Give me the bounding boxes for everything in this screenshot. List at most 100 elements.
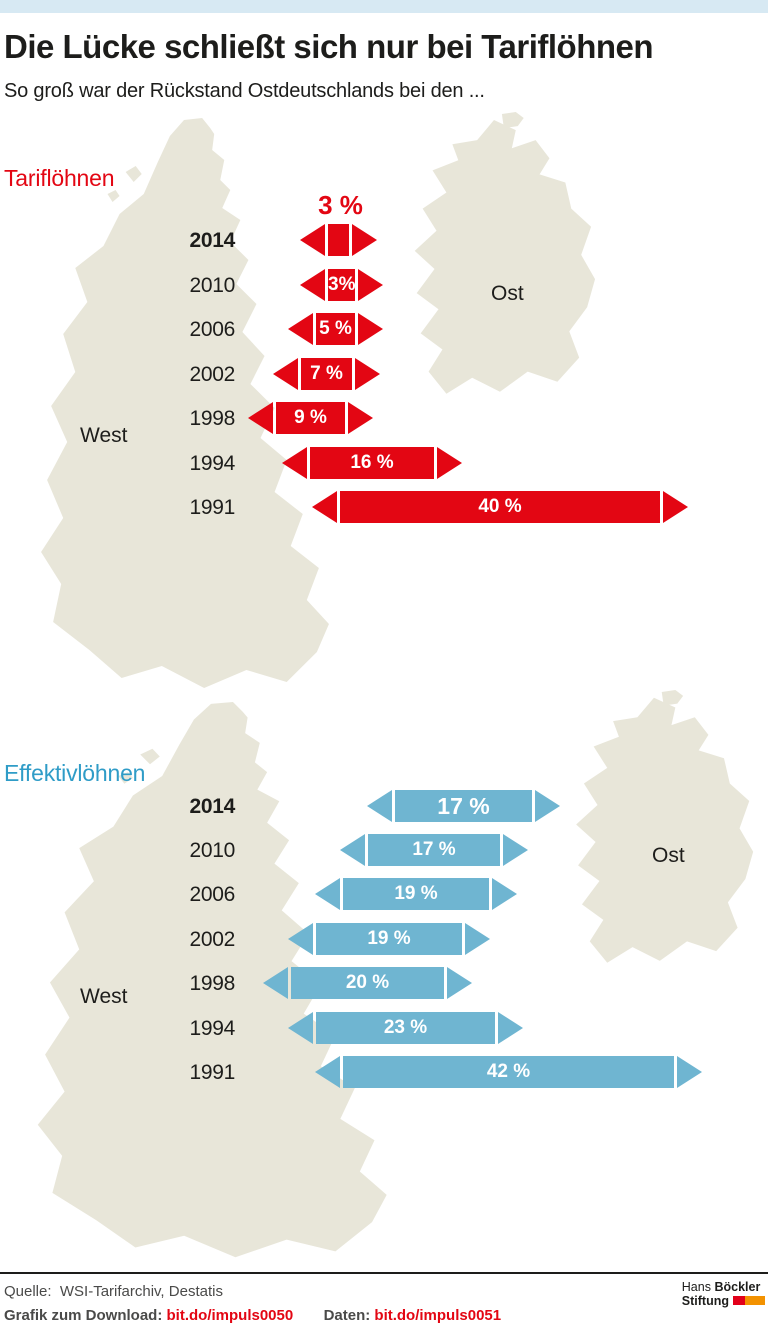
- year-label: 2006: [189, 883, 235, 906]
- region-label-west: West: [80, 985, 128, 1008]
- bar-value: 3%: [328, 274, 356, 295]
- bar-value: 17 %: [412, 839, 456, 860]
- arrow-right-head-icon: [498, 1012, 523, 1044]
- arrow-bar: 42 %: [343, 1056, 674, 1088]
- west-germany-map: [37, 701, 387, 1258]
- arrow-right-head-icon: [447, 967, 472, 999]
- section-title-tarifloehne: Tariflöhnen: [4, 165, 115, 191]
- source-value: WSI-Tarifarchiv, Destatis: [59, 1283, 223, 1300]
- year-label: 1998: [189, 972, 235, 995]
- gap-arrow: 20 %: [263, 967, 472, 999]
- arrow-bar: 9 %: [276, 402, 345, 434]
- arrow-right-head-icon: [355, 358, 380, 390]
- gap-arrow: 7 %: [273, 358, 380, 390]
- west-germany-map: [41, 118, 329, 688]
- logo-color-blocks-icon: [733, 1295, 765, 1305]
- gap-arrow: 40 %: [312, 491, 688, 523]
- year-label: 1994: [189, 452, 235, 475]
- gap-arrow: 3%: [300, 269, 384, 301]
- download-link[interactable]: bit.do/impuls0050: [166, 1307, 294, 1324]
- arrow-bar: 40 %: [340, 491, 660, 523]
- gap-arrow: 17 %: [340, 834, 528, 866]
- bar-value-above: 3 %: [318, 190, 363, 220]
- year-label: 2002: [189, 928, 235, 951]
- arrow-right-head-icon: [663, 491, 688, 523]
- bar-value: 40 %: [478, 496, 522, 517]
- page-subtitle: So groß war der Rückstand Ostdeutschland…: [4, 80, 485, 102]
- bar-value: 16 %: [350, 452, 394, 473]
- arrow-right-head-icon: [352, 224, 377, 256]
- arrow-bar: 16 %: [310, 447, 434, 479]
- gap-arrow: [300, 224, 377, 256]
- logo-word-boeckler: Böckler: [714, 1280, 761, 1294]
- bar-value: 9 %: [294, 407, 327, 428]
- arrow-bar: 20 %: [291, 967, 444, 999]
- arrow-left-head-icon: [282, 447, 307, 479]
- bar-value: 20 %: [345, 972, 390, 993]
- download-label: Grafik zum Download:: [4, 1307, 163, 1324]
- source-label: Quelle:: [4, 1283, 52, 1300]
- arrow-left-head-icon: [315, 1056, 340, 1088]
- bar-value: 19 %: [367, 928, 411, 949]
- logo-word-stiftung: Stiftung: [681, 1293, 729, 1308]
- bar-value: 7 %: [310, 363, 343, 384]
- arrow-left-head-icon: [263, 967, 288, 999]
- arrow-bar: 23 %: [316, 1012, 495, 1044]
- year-label: 2014: [189, 229, 235, 252]
- arrow-left-head-icon: [300, 224, 325, 256]
- top-accent-strip: [0, 0, 768, 13]
- arrow-right-head-icon: [358, 269, 384, 301]
- arrow-left-head-icon: [288, 1012, 313, 1044]
- arrow-left-head-icon: [288, 313, 313, 345]
- arrow-left-head-icon: [312, 491, 337, 523]
- page-title: Die Lücke schließt sich nur bei Tariflöh…: [4, 28, 654, 65]
- gap-arrow: 23 %: [288, 1012, 523, 1044]
- year-label: 2002: [189, 363, 235, 386]
- bar-value: 5 %: [319, 318, 352, 339]
- gap-arrow: 5 %: [288, 313, 383, 345]
- arrow-left-head-icon: [300, 269, 325, 301]
- gap-arrow: 17 %: [367, 790, 560, 822]
- year-label: 1994: [189, 1017, 235, 1040]
- arrow-right-head-icon: [348, 402, 373, 434]
- gap-arrow: 42 %: [315, 1056, 702, 1088]
- arrow-left-head-icon: [367, 790, 392, 822]
- data-label: Daten:: [323, 1307, 371, 1324]
- arrow-right-head-icon: [465, 923, 490, 955]
- arrow-bar: 19 %: [343, 878, 489, 910]
- bar-value: 17 %: [437, 792, 490, 819]
- arrow-bar: 17 %: [368, 834, 500, 866]
- region-label-west: West: [80, 424, 128, 447]
- arrow-bar: [328, 224, 349, 256]
- arrow-left-head-icon: [340, 834, 365, 866]
- arrow-left-head-icon: [315, 878, 340, 910]
- bar-value: 42 %: [486, 1061, 531, 1082]
- arrow-bar: 19 %: [316, 923, 462, 955]
- east-germany-map: [414, 112, 596, 394]
- data-link[interactable]: bit.do/impuls0051: [374, 1307, 502, 1324]
- year-label: 2006: [189, 318, 235, 341]
- arrow-right-head-icon: [358, 313, 383, 345]
- arrow-right-head-icon: [677, 1056, 702, 1088]
- east-germany-map: [576, 690, 754, 963]
- arrow-bar: 17 %: [395, 790, 532, 822]
- year-label: 2010: [189, 839, 235, 862]
- arrow-left-head-icon: [288, 923, 313, 955]
- gap-arrow: 9 %: [248, 402, 373, 434]
- gap-arrow: 16 %: [282, 447, 462, 479]
- arrow-left-head-icon: [273, 358, 298, 390]
- year-label: 1998: [189, 407, 235, 430]
- region-label-ost: Ost: [652, 844, 685, 867]
- logo-word-hans: Hans: [681, 1280, 711, 1294]
- section-title-effektivloehne: Effektivlöhnen: [4, 760, 146, 786]
- year-label: 1991: [189, 496, 235, 519]
- arrow-left-head-icon: [248, 402, 273, 434]
- arrow-bar: 3%: [328, 269, 356, 301]
- arrow-bar: 5 %: [316, 313, 355, 345]
- hans-boeckler-stiftung-logo: Hans Böckler Stiftung: [681, 1280, 765, 1308]
- gap-arrow: 19 %: [315, 878, 517, 910]
- download-note: Grafik zum Download: bit.do/impuls0050 D…: [4, 1307, 501, 1324]
- region-label-ost: Ost: [491, 282, 524, 305]
- gap-arrow: 19 %: [288, 923, 490, 955]
- year-label: 2010: [189, 274, 235, 297]
